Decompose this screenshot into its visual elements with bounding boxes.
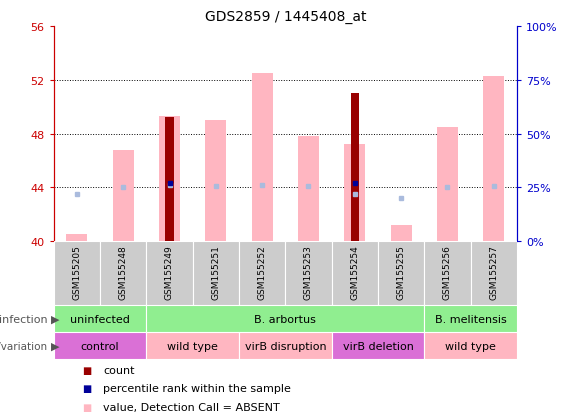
Bar <box>298 137 319 242</box>
Text: GSM155253: GSM155253 <box>304 245 313 299</box>
Bar <box>159 117 180 242</box>
Text: ▶: ▶ <box>51 341 59 351</box>
Bar <box>113 150 133 242</box>
Bar <box>239 242 285 306</box>
Text: GSM155252: GSM155252 <box>258 245 267 299</box>
Text: wild type: wild type <box>445 341 496 351</box>
Bar <box>146 306 424 332</box>
Title: GDS2859 / 1445408_at: GDS2859 / 1445408_at <box>205 10 366 24</box>
Text: percentile rank within the sample: percentile rank within the sample <box>103 383 292 393</box>
Bar <box>206 121 226 242</box>
Bar <box>252 74 272 242</box>
Text: uninfected: uninfected <box>70 314 130 324</box>
Bar <box>332 332 424 359</box>
Text: GSM155251: GSM155251 <box>211 245 220 299</box>
Bar <box>54 306 146 332</box>
Text: GSM155256: GSM155256 <box>443 245 452 299</box>
Text: ■: ■ <box>82 383 91 393</box>
Bar <box>351 94 359 242</box>
Bar <box>378 242 424 306</box>
Text: GSM155248: GSM155248 <box>119 245 128 299</box>
Text: ■: ■ <box>82 365 91 375</box>
Bar <box>345 145 365 242</box>
Text: value, Detection Call = ABSENT: value, Detection Call = ABSENT <box>103 402 280 412</box>
Bar <box>391 225 411 242</box>
Text: wild type: wild type <box>167 341 218 351</box>
Text: genotype/variation: genotype/variation <box>0 341 51 351</box>
Text: B. arbortus: B. arbortus <box>254 314 316 324</box>
Bar <box>146 242 193 306</box>
Text: ■: ■ <box>82 402 91 412</box>
Bar <box>285 242 332 306</box>
Bar <box>67 235 87 242</box>
Bar <box>54 332 146 359</box>
Bar <box>424 332 517 359</box>
Text: infection: infection <box>0 314 51 324</box>
Text: GSM155254: GSM155254 <box>350 245 359 299</box>
Bar <box>239 332 332 359</box>
Text: control: control <box>81 341 119 351</box>
Bar <box>484 76 504 242</box>
Text: GSM155205: GSM155205 <box>72 245 81 299</box>
Text: count: count <box>103 365 135 375</box>
Bar <box>332 242 378 306</box>
Bar <box>166 118 173 242</box>
Bar <box>100 242 146 306</box>
Bar <box>471 242 517 306</box>
Text: GSM155255: GSM155255 <box>397 245 406 299</box>
Text: GSM155257: GSM155257 <box>489 245 498 299</box>
Bar <box>437 128 458 242</box>
Bar <box>193 242 239 306</box>
Bar <box>54 242 100 306</box>
Text: ▶: ▶ <box>51 314 59 324</box>
Bar <box>424 242 471 306</box>
Bar <box>146 332 239 359</box>
Text: GSM155249: GSM155249 <box>165 245 174 299</box>
Text: B. melitensis: B. melitensis <box>435 314 506 324</box>
Text: virB deletion: virB deletion <box>342 341 414 351</box>
Text: virB disruption: virB disruption <box>245 341 326 351</box>
Bar <box>424 306 517 332</box>
